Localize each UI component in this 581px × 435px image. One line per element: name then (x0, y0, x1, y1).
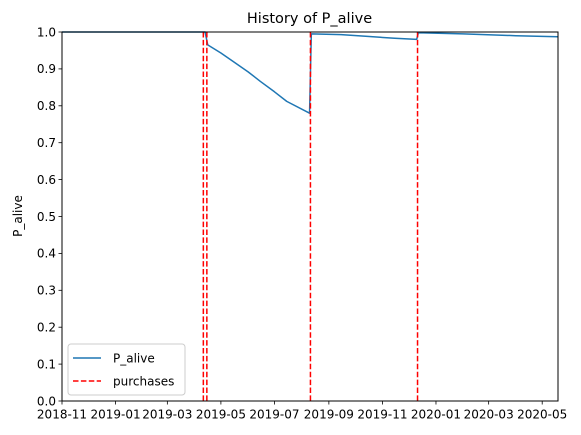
x-tick-label: 2019-05 (196, 408, 246, 422)
x-tick-label: 2019-03 (142, 408, 192, 422)
y-tick-label: 0.4 (37, 247, 56, 261)
y-tick-label: 1.0 (37, 25, 56, 39)
series-line-p-alive (62, 31, 559, 114)
y-tick-label: 0.7 (37, 136, 56, 150)
y-tick-label: 0.6 (37, 173, 56, 187)
x-tick-label: 2018-11 (37, 408, 87, 422)
y-tick-label: 0.1 (37, 357, 56, 371)
y-axis-ticks: 0.0 0.1 0.2 0.3 0.4 0.5 0.6 0.7 0.8 0.9 1.0 (37, 25, 62, 408)
x-tick-label: 2019-11 (357, 408, 407, 422)
legend-label-p-alive: P_alive (113, 352, 155, 366)
y-tick-label: 0.9 (37, 62, 56, 76)
x-tick-label: 2019-07 (249, 408, 299, 422)
x-tick-label: 2020-01 (411, 408, 461, 422)
x-tick-label: 2019-01 (90, 408, 140, 422)
y-tick-label: 0.3 (37, 284, 56, 298)
y-axis-label: P_alive (11, 195, 25, 237)
y-tick-label: 0.0 (37, 394, 56, 408)
y-tick-label: 0.2 (37, 321, 56, 335)
legend: P_alive purchases (67, 343, 186, 396)
x-axis-ticks: 2018-11 2019-01 2019-03 2019-05 2019-07 2019-… (37, 401, 567, 422)
x-tick-label: 2020-03 (464, 408, 514, 422)
y-tick-label: 0.5 (37, 210, 56, 224)
legend-box (67, 343, 186, 396)
x-tick-label: 2020-05 (517, 408, 567, 422)
x-tick-label: 2019-09 (304, 408, 354, 422)
chart-title: History of P_alive (247, 11, 372, 27)
legend-label-purchases: purchases (113, 375, 174, 389)
y-tick-label: 0.8 (37, 99, 56, 113)
series-layer (62, 31, 559, 401)
